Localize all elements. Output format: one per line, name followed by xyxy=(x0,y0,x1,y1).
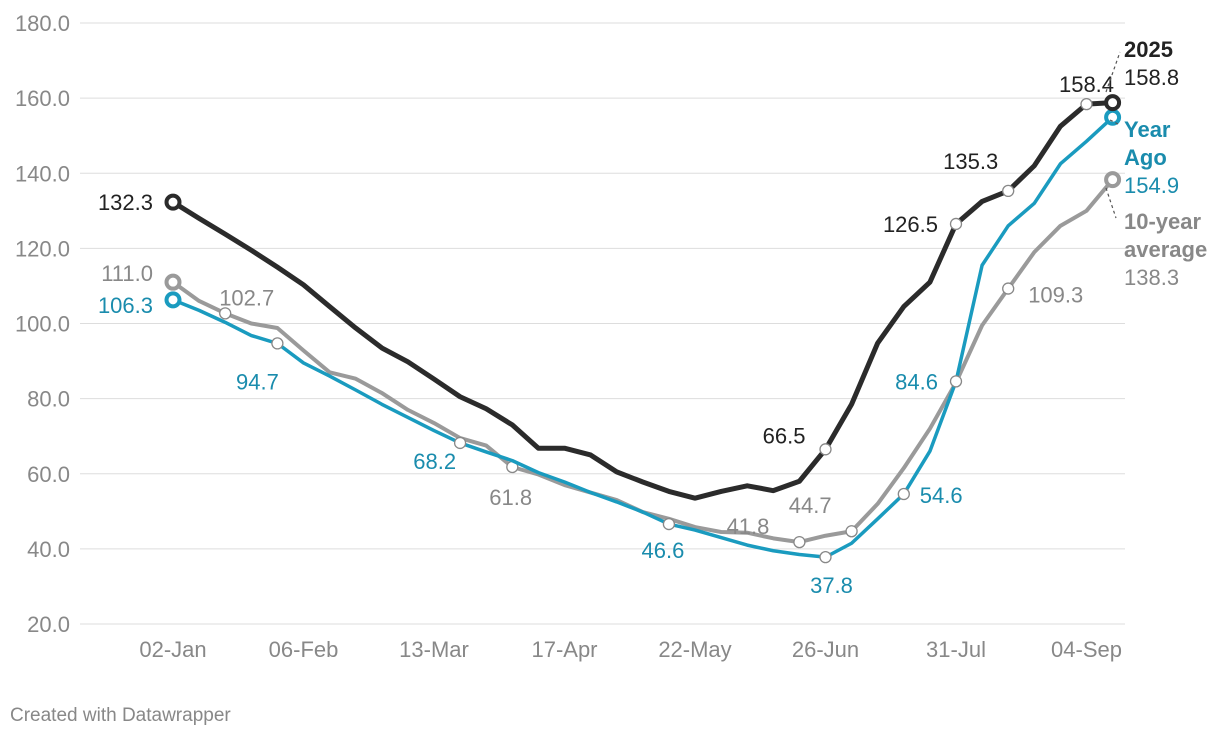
y-tick-label: 140.0 xyxy=(15,161,70,186)
point-marker xyxy=(819,550,832,564)
data-label: 109.3 xyxy=(1028,283,1083,308)
point-marker xyxy=(453,436,467,450)
end-series-name: 10-year xyxy=(1124,209,1202,234)
point-marker xyxy=(1080,97,1093,111)
x-tick-label: 17-Apr xyxy=(531,637,597,662)
data-label: 68.2 xyxy=(413,449,456,474)
end-series-name: Ago xyxy=(1124,145,1167,170)
leader-line xyxy=(1109,119,1121,126)
x-tick-label: 22-May xyxy=(658,637,731,662)
point-marker xyxy=(819,443,832,456)
y-tick-label: 100.0 xyxy=(15,312,70,337)
data-label: 94.7 xyxy=(236,369,279,394)
y-tick-label: 60.0 xyxy=(27,462,70,487)
series-line-1 xyxy=(171,115,1115,559)
end-series-name: 2025 xyxy=(1124,37,1173,62)
point-marker xyxy=(845,525,858,538)
y-axis: 20.0 40.0 60.0 80.0 100.0 120.0 140.0 160.0 180.… xyxy=(15,11,70,637)
end-series-value: 138.3 xyxy=(1124,265,1179,290)
data-label: 132.3 xyxy=(98,190,153,215)
data-label: 135.3 xyxy=(943,149,998,174)
leader-line xyxy=(1105,51,1121,93)
point-marker xyxy=(164,273,182,291)
x-tick-label: 04-Sep xyxy=(1051,637,1122,662)
x-tick-label: 13-Mar xyxy=(399,637,469,662)
end-marker xyxy=(1104,171,1122,189)
end-marker xyxy=(1104,94,1122,112)
end-series-value: 154.9 xyxy=(1124,173,1179,198)
y-tick-label: 180.0 xyxy=(15,11,70,36)
point-marker xyxy=(271,337,284,350)
point-marker xyxy=(164,291,182,309)
end-series-name: average xyxy=(1124,237,1207,262)
data-label: 41.8 xyxy=(727,514,770,539)
data-label: 61.8 xyxy=(489,485,532,510)
data-label: 126.5 xyxy=(883,212,938,237)
data-label: 111.0 xyxy=(101,261,153,286)
end-series-value: 158.8 xyxy=(1124,65,1179,90)
end-marker xyxy=(1104,108,1122,126)
data-label: 102.7 xyxy=(219,285,274,310)
end-series-name: Year xyxy=(1124,117,1171,142)
data-label: 158.4 xyxy=(1059,72,1114,97)
point-marker xyxy=(793,535,806,549)
point-marker xyxy=(662,517,676,531)
y-tick-label: 20.0 xyxy=(27,612,70,637)
data-label: 54.6 xyxy=(920,483,963,508)
data-label: 106.3 xyxy=(98,293,153,318)
point-marker xyxy=(949,375,963,388)
x-tick-label: 26-Jun xyxy=(792,637,859,662)
data-labels: 111.0 102.7 61.8 41.8 44.7 109.3 106.3 94.7 68.2… xyxy=(98,72,1114,598)
data-label: 66.5 xyxy=(763,423,806,448)
y-tick-label: 40.0 xyxy=(27,537,70,562)
x-tick-label: 06-Feb xyxy=(269,637,339,662)
point-marker xyxy=(219,307,232,320)
x-tick-label: 31-Jul xyxy=(926,637,986,662)
data-label: 44.7 xyxy=(789,493,832,518)
leader-line xyxy=(1105,187,1117,219)
point-marker xyxy=(164,193,182,211)
point-marker xyxy=(897,487,910,501)
point-marker xyxy=(1002,184,1015,198)
end-labels: 2025 158.8 Year Ago 154.9 10-year average 138.3 xyxy=(1105,37,1207,290)
data-label: 46.6 xyxy=(641,538,684,563)
series-lines xyxy=(164,94,1122,564)
y-tick-label: 120.0 xyxy=(15,236,70,261)
x-tick-label: 02-Jan xyxy=(139,637,206,662)
y-tick-label: 80.0 xyxy=(27,387,70,412)
point-marker xyxy=(1002,282,1015,295)
x-axis: 02-Jan 06-Feb 13-Mar 17-Apr 22-May 26-Jun 31-J… xyxy=(139,637,1122,662)
data-label: 84.6 xyxy=(895,369,938,394)
y-tick-label: 160.0 xyxy=(15,86,70,111)
data-label: 37.8 xyxy=(810,573,853,598)
credit-text: Created with Datawrapper xyxy=(10,705,231,726)
point-marker xyxy=(949,217,963,231)
series-line-2 xyxy=(171,177,1115,545)
